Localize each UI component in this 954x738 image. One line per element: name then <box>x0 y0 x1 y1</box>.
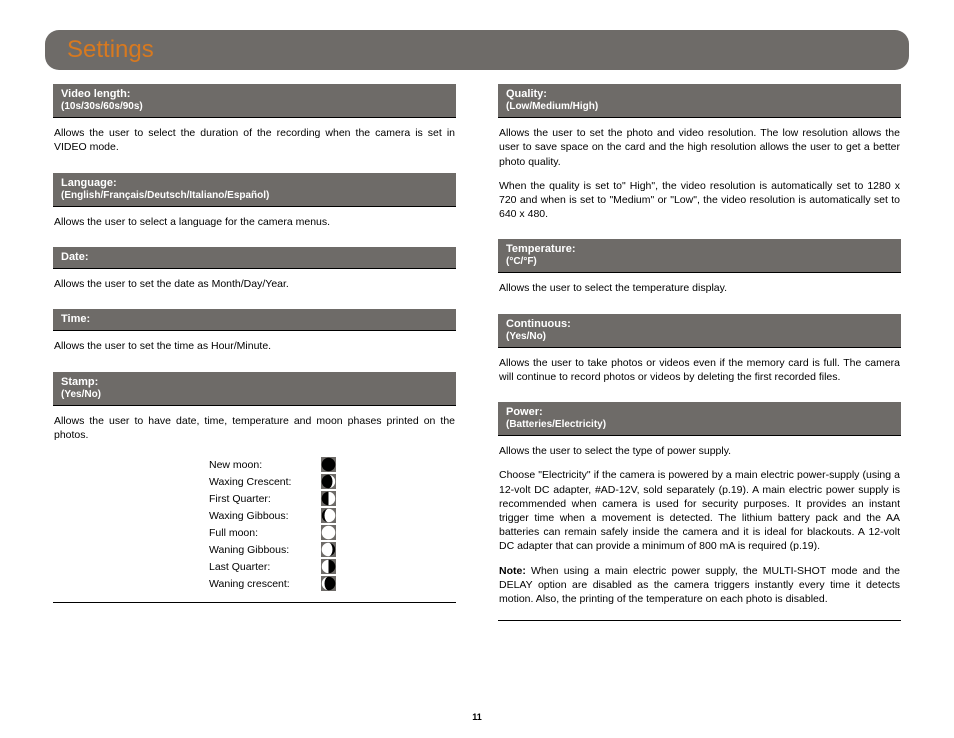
moon-phase-icon <box>321 508 336 523</box>
moon-phase-icon <box>321 576 336 591</box>
section-header: Date: <box>53 247 456 269</box>
moon-phase-label: First Quarter: <box>209 493 321 505</box>
note-body: When using a main electric power supply,… <box>499 565 900 605</box>
section-header: Video length:(10s/30s/60s/90s) <box>53 84 456 118</box>
section-header: Continuous:(Yes/No) <box>498 314 901 348</box>
column-divider <box>53 602 456 603</box>
section-body: Allows the user to select the type of po… <box>498 442 901 612</box>
body-paragraph: Allows the user to select the temperatur… <box>499 281 900 295</box>
moon-phase-row: First Quarter: <box>209 490 456 507</box>
moon-phase-row: Last Quarter: <box>209 558 456 575</box>
body-paragraph: Allows the user to set the photo and vid… <box>499 126 900 169</box>
moon-phase-icon <box>321 491 336 506</box>
moon-phase-label: New moon: <box>209 459 321 471</box>
moon-phase-row: New moon: <box>209 456 456 473</box>
moon-phase-label: Waxing Crescent: <box>209 476 321 488</box>
section-body: Allows the user to set the photo and vid… <box>498 124 901 227</box>
body-paragraph: Allows the user to set the time as Hour/… <box>54 339 455 353</box>
section-header: Stamp:(Yes/No) <box>53 372 456 406</box>
section-subtitle: (Yes/No) <box>61 389 448 401</box>
section-title: Time: <box>61 313 448 326</box>
section-body: Allows the user to take photos or videos… <box>498 354 901 390</box>
section-subtitle: (Batteries/Electricity) <box>506 419 893 431</box>
section-subtitle: (°C/°F) <box>506 256 893 268</box>
note-paragraph: Note: When using a main electric power s… <box>499 564 900 607</box>
moon-phase-label: Waning Gibbous: <box>209 544 321 556</box>
moon-phase-row: Waning crescent: <box>209 575 456 592</box>
section-title: Language: <box>61 177 448 190</box>
moon-phase-row: Waxing Crescent: <box>209 473 456 490</box>
moon-phase-icon <box>321 525 336 540</box>
moon-phase-row: Waxing Gibbous: <box>209 507 456 524</box>
section-title: Power: <box>506 406 893 419</box>
title-bar: Settings <box>45 30 909 70</box>
section-title: Continuous: <box>506 318 893 331</box>
left-column: Video length:(10s/30s/60s/90s) Allows the… <box>53 84 456 621</box>
section-header: Power:(Batteries/Electricity) <box>498 402 901 436</box>
moon-phase-label: Full moon: <box>209 527 321 539</box>
body-paragraph: Allows the user to set the date as Month… <box>54 277 455 291</box>
page-title: Settings <box>67 36 154 63</box>
moon-phase-icon <box>321 457 336 472</box>
body-paragraph: Allows the user to take photos or videos… <box>499 356 900 384</box>
moon-phase-row: Waning Gibbous: <box>209 541 456 558</box>
moon-phase-label: Waxing Gibbous: <box>209 510 321 522</box>
body-paragraph: When the quality is set to" High", the v… <box>499 179 900 222</box>
moon-phase-table: New moon: Waxing Crescent: First Quarter: W… <box>209 456 456 592</box>
section-body: Allows the user to select a language for… <box>53 213 456 235</box>
section-body: Allows the user to select the duration o… <box>53 124 456 160</box>
section-header: Quality:(Low/Medium/High) <box>498 84 901 118</box>
section-body: Allows the user to set the date as Month… <box>53 275 456 297</box>
moon-phase-label: Waning crescent: <box>209 578 321 590</box>
section-subtitle: (10s/30s/60s/90s) <box>61 101 448 113</box>
section-title: Video length: <box>61 88 448 101</box>
section-header: Temperature:(°C/°F) <box>498 239 901 273</box>
moon-phase-icon <box>321 474 336 489</box>
columns: Video length:(10s/30s/60s/90s) Allows the… <box>45 84 909 621</box>
section-subtitle: (Low/Medium/High) <box>506 101 893 113</box>
moon-phase-icon <box>321 559 336 574</box>
page-container: Settings Video length:(10s/30s/60s/90s) A… <box>0 0 954 641</box>
moon-phase-row: Full moon: <box>209 524 456 541</box>
body-paragraph: Allows the user to have date, time, temp… <box>54 414 455 442</box>
section-header: Time: <box>53 309 456 331</box>
body-paragraph: Choose "Electricity" if the camera is po… <box>499 468 900 553</box>
right-column: Quality:(Low/Medium/High) Allows the user… <box>498 84 901 621</box>
section-title: Stamp: <box>61 376 448 389</box>
body-paragraph: Allows the user to select the type of po… <box>499 444 900 458</box>
moon-phase-icon <box>321 542 336 557</box>
section-header: Language:(English/Français/Deutsch/Itali… <box>53 173 456 207</box>
column-divider <box>498 620 901 621</box>
page-number: 11 <box>0 712 954 722</box>
section-subtitle: (Yes/No) <box>506 331 893 343</box>
section-body: Allows the user to select the temperatur… <box>498 279 901 301</box>
section-title: Quality: <box>506 88 893 101</box>
section-title: Date: <box>61 251 448 264</box>
moon-phase-label: Last Quarter: <box>209 561 321 573</box>
body-paragraph: Allows the user to select the duration o… <box>54 126 455 154</box>
section-subtitle: (English/Français/Deutsch/Italiano/Españ… <box>61 190 448 202</box>
body-paragraph: Allows the user to select a language for… <box>54 215 455 229</box>
note-label: Note: <box>499 565 526 577</box>
section-body: Allows the user to set the time as Hour/… <box>53 337 456 359</box>
section-body: Allows the user to have date, time, temp… <box>53 412 456 448</box>
section-title: Temperature: <box>506 243 893 256</box>
